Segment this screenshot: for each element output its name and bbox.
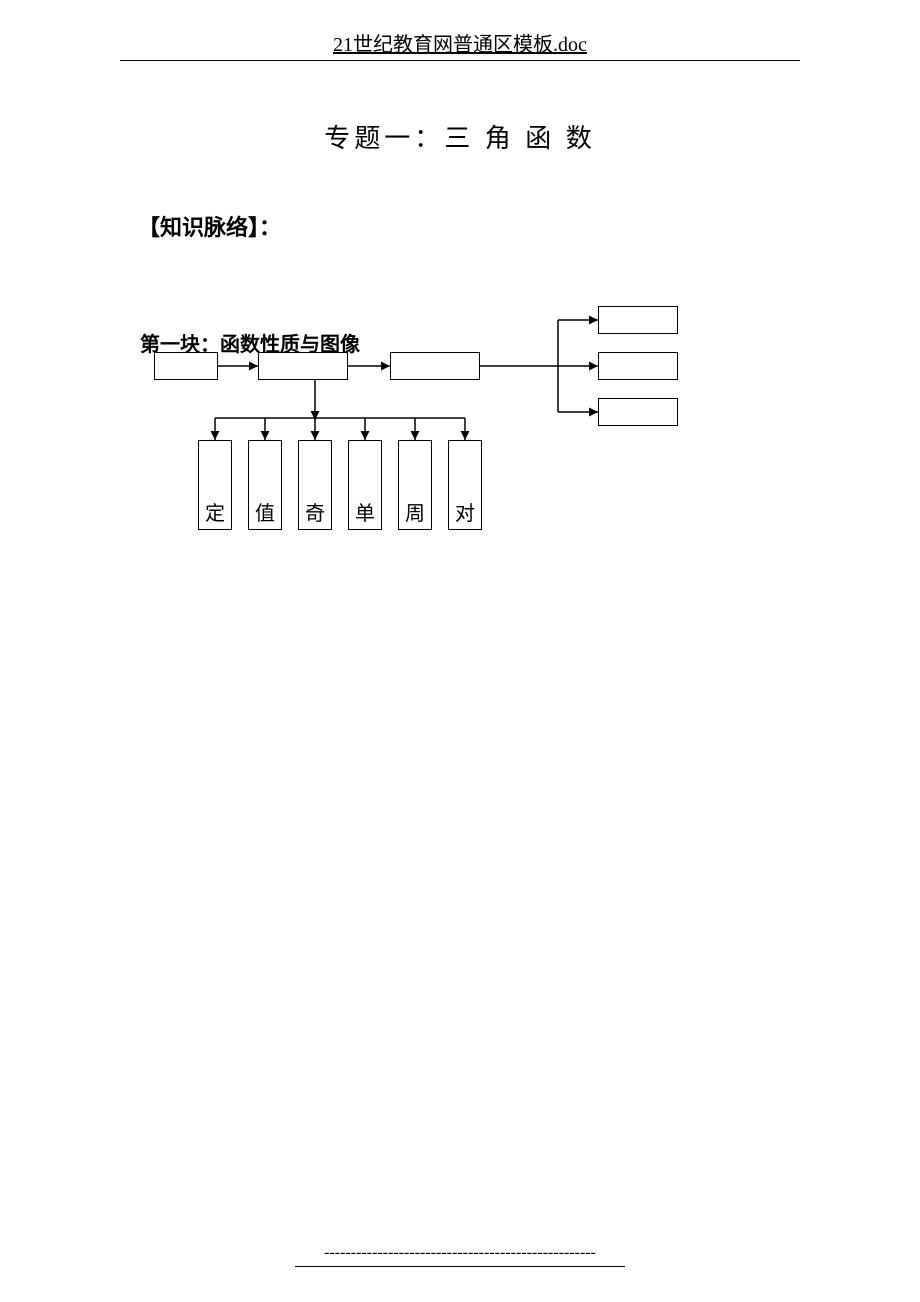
knowledge-diagram: 第一块：函数性质与图像定值奇单周对: [140, 300, 700, 560]
main-box-2: [390, 352, 480, 380]
footer-rule: [295, 1266, 625, 1267]
property-box-3: 单: [348, 440, 382, 530]
property-box-0: 定: [198, 440, 232, 530]
main-box-1: [258, 352, 348, 380]
main-box-0: [154, 352, 218, 380]
right-box-2: [598, 398, 678, 426]
property-box-1: 值: [248, 440, 282, 530]
property-box-2: 奇: [298, 440, 332, 530]
right-box-0: [598, 306, 678, 334]
page-header-filename: 21世纪教育网普通区模板.doc: [0, 28, 920, 57]
property-box-4: 周: [398, 440, 432, 530]
header-rule: [120, 60, 800, 61]
footer-dashes: ----------------------------------------…: [0, 1244, 920, 1262]
property-box-5: 对: [448, 440, 482, 530]
right-box-1: [598, 352, 678, 380]
document-title: 专题一：三 角 函 数: [0, 118, 920, 155]
section-label: 【知识脉络】：: [138, 210, 281, 242]
